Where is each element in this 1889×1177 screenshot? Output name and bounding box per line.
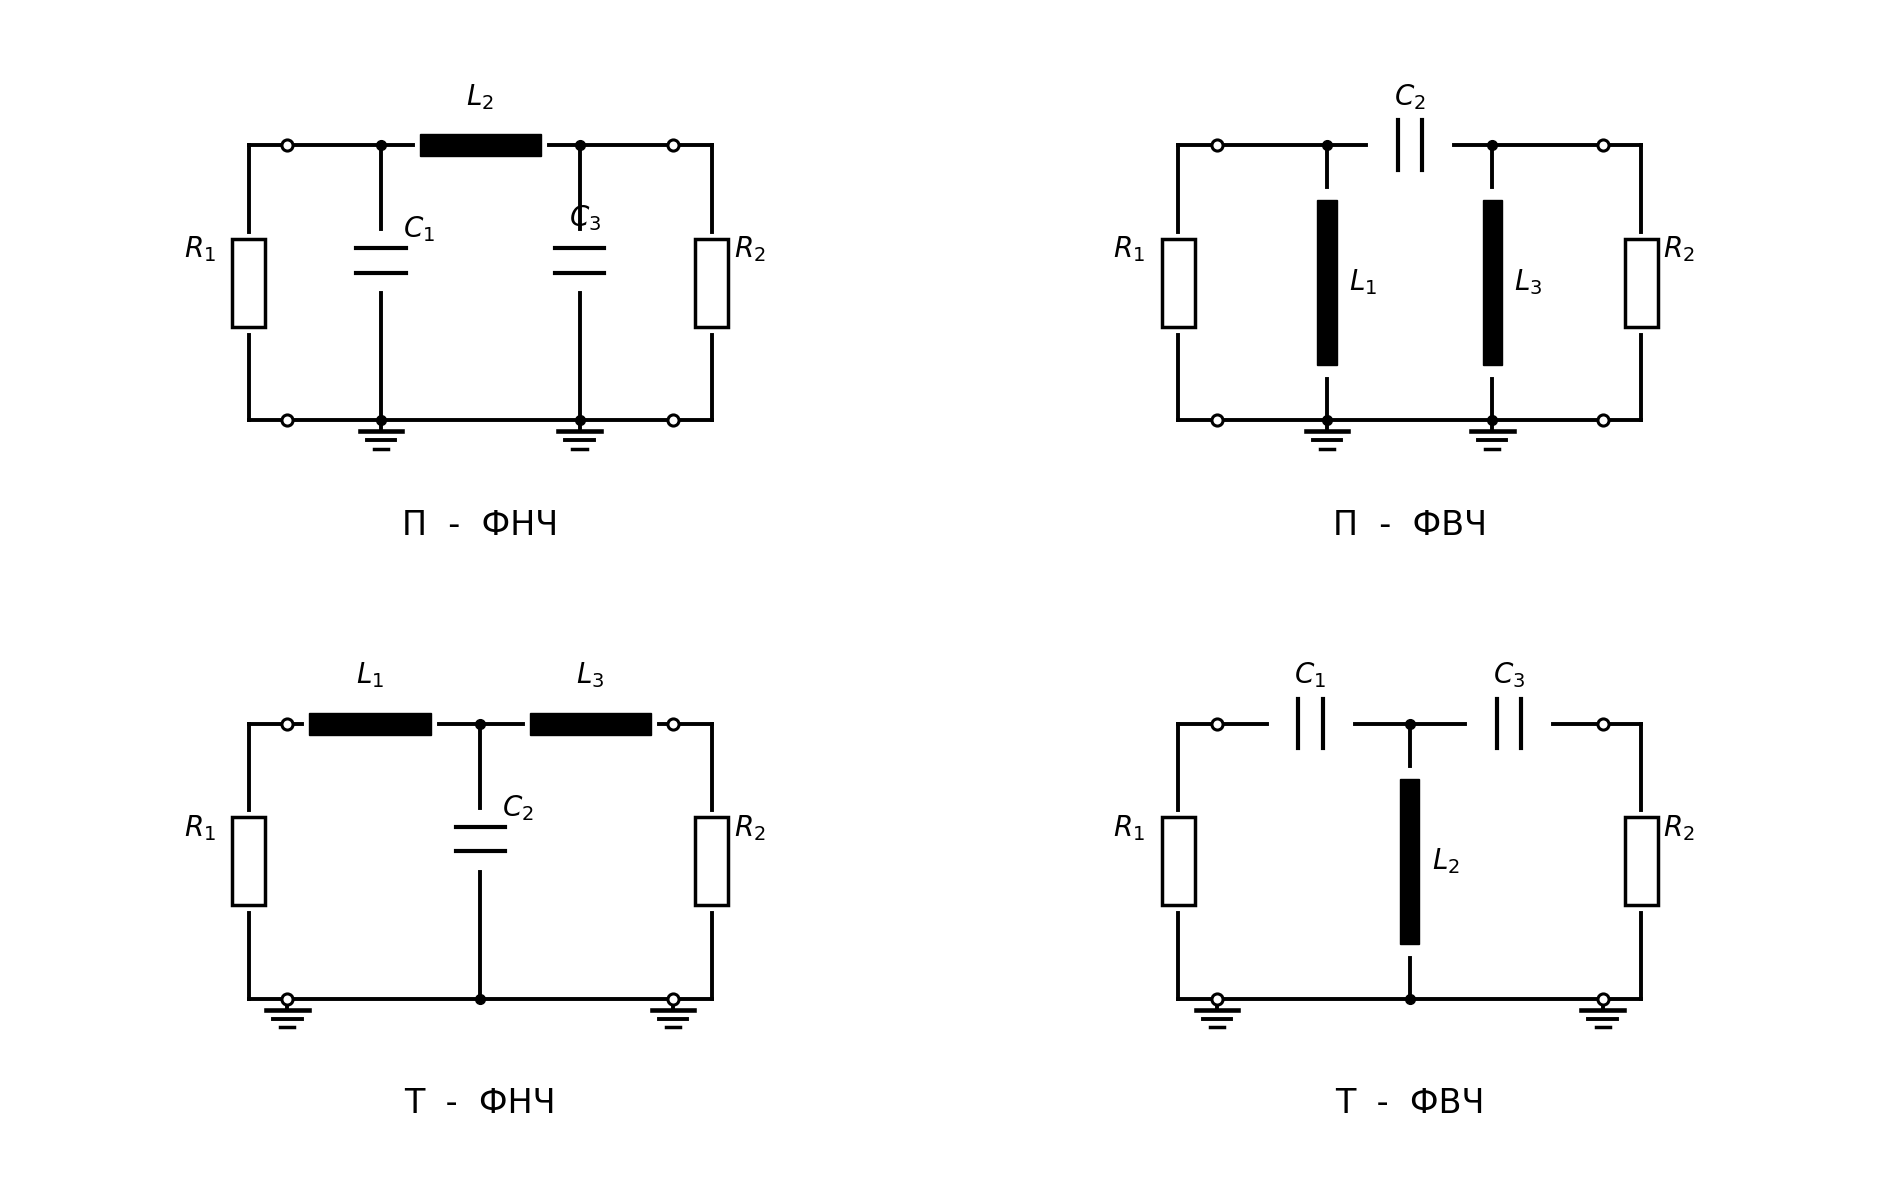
Text: $L_3$: $L_3$ xyxy=(576,660,604,691)
Text: $R_1$: $R_1$ xyxy=(1113,234,1145,265)
Text: $C_3$: $C_3$ xyxy=(569,204,601,233)
Text: $R_1$: $R_1$ xyxy=(183,234,215,265)
Text: $R_1$: $R_1$ xyxy=(183,813,215,843)
Bar xyxy=(1317,200,1336,365)
Bar xyxy=(1625,817,1657,905)
Text: П  -  ФВЧ: П - ФВЧ xyxy=(1332,508,1487,541)
Bar xyxy=(419,134,540,155)
Text: $L_1$: $L_1$ xyxy=(1349,267,1377,298)
Text: $C_2$: $C_2$ xyxy=(502,793,535,823)
Bar xyxy=(310,712,431,734)
Bar xyxy=(1162,817,1194,905)
Bar xyxy=(529,712,652,734)
Text: $C_1$: $C_1$ xyxy=(402,214,434,244)
Text: $R_2$: $R_2$ xyxy=(1662,813,1694,843)
Text: Т  -  ФВЧ: Т - ФВЧ xyxy=(1334,1088,1483,1121)
Text: $C_3$: $C_3$ xyxy=(1492,660,1524,691)
Text: Т  -  ФНЧ: Т - ФНЧ xyxy=(404,1088,555,1121)
Bar xyxy=(232,239,264,327)
Text: $L_2$: $L_2$ xyxy=(467,82,495,112)
Text: $R_2$: $R_2$ xyxy=(1662,234,1694,265)
Text: $L_2$: $L_2$ xyxy=(1432,846,1458,876)
Bar xyxy=(232,817,264,905)
Text: $C_2$: $C_2$ xyxy=(1392,82,1424,112)
Text: $R_2$: $R_2$ xyxy=(733,813,765,843)
Bar xyxy=(695,817,727,905)
Text: $R_2$: $R_2$ xyxy=(733,234,765,265)
Bar xyxy=(1625,239,1657,327)
Bar xyxy=(1481,200,1502,365)
Bar xyxy=(695,239,727,327)
Text: $R_1$: $R_1$ xyxy=(1113,813,1145,843)
Text: $C_1$: $C_1$ xyxy=(1294,660,1326,691)
Bar xyxy=(1400,779,1419,944)
Bar xyxy=(1162,239,1194,327)
Text: П  -  ФНЧ: П - ФНЧ xyxy=(402,508,557,541)
Text: $L_3$: $L_3$ xyxy=(1513,267,1541,298)
Text: $L_1$: $L_1$ xyxy=(355,660,383,691)
